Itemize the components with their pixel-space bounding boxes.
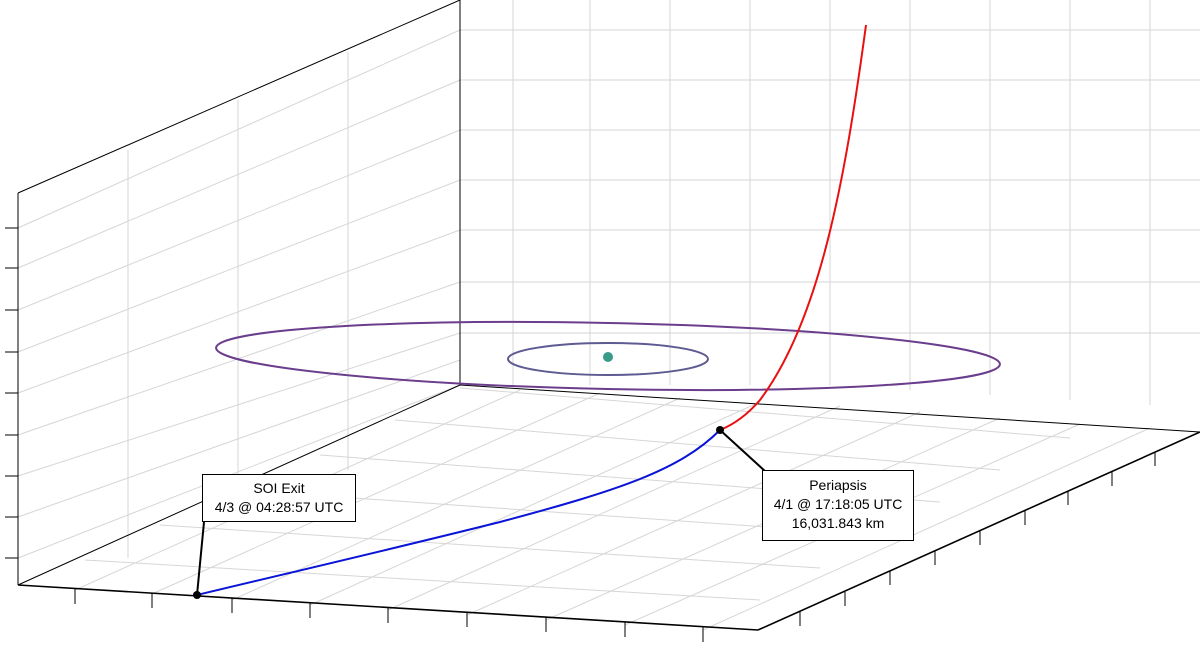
left-wall-grid xyxy=(17,29,461,559)
z-axis-ticks xyxy=(5,227,18,559)
outbound-trajectory[interactable] xyxy=(196,429,721,596)
periapsis-altitude: 16,031.843 km xyxy=(791,515,885,531)
front-axes xyxy=(17,431,1200,631)
soi-exit-time: 4/3 @ 04:28:57 UTC xyxy=(214,499,344,515)
central-body[interactable] xyxy=(603,352,613,362)
soi-exit-label: SOI Exit 4/3 @ 04:28:57 UTC xyxy=(202,474,356,522)
inbound-trajectory[interactable] xyxy=(719,24,867,431)
soi-exit-title: SOI Exit xyxy=(253,480,305,496)
periapsis-time: 4/1 @ 17:18:05 UTC xyxy=(773,496,903,512)
soi-exit-leader xyxy=(196,521,205,596)
periapsis-leader xyxy=(719,429,767,473)
x-axis-ticks xyxy=(74,589,704,642)
periapsis-marker[interactable] xyxy=(716,426,724,434)
soi-exit-marker[interactable] xyxy=(193,591,201,599)
inner-orbit xyxy=(507,342,709,376)
axes-frame xyxy=(17,0,1200,586)
periapsis-label: Periapsis 4/1 @ 17:18:05 UTC 16,031.843 … xyxy=(762,470,914,541)
periapsis-title: Periapsis xyxy=(809,477,867,493)
y-axis-ticks xyxy=(799,452,1156,626)
outer-orbit xyxy=(215,321,1001,391)
